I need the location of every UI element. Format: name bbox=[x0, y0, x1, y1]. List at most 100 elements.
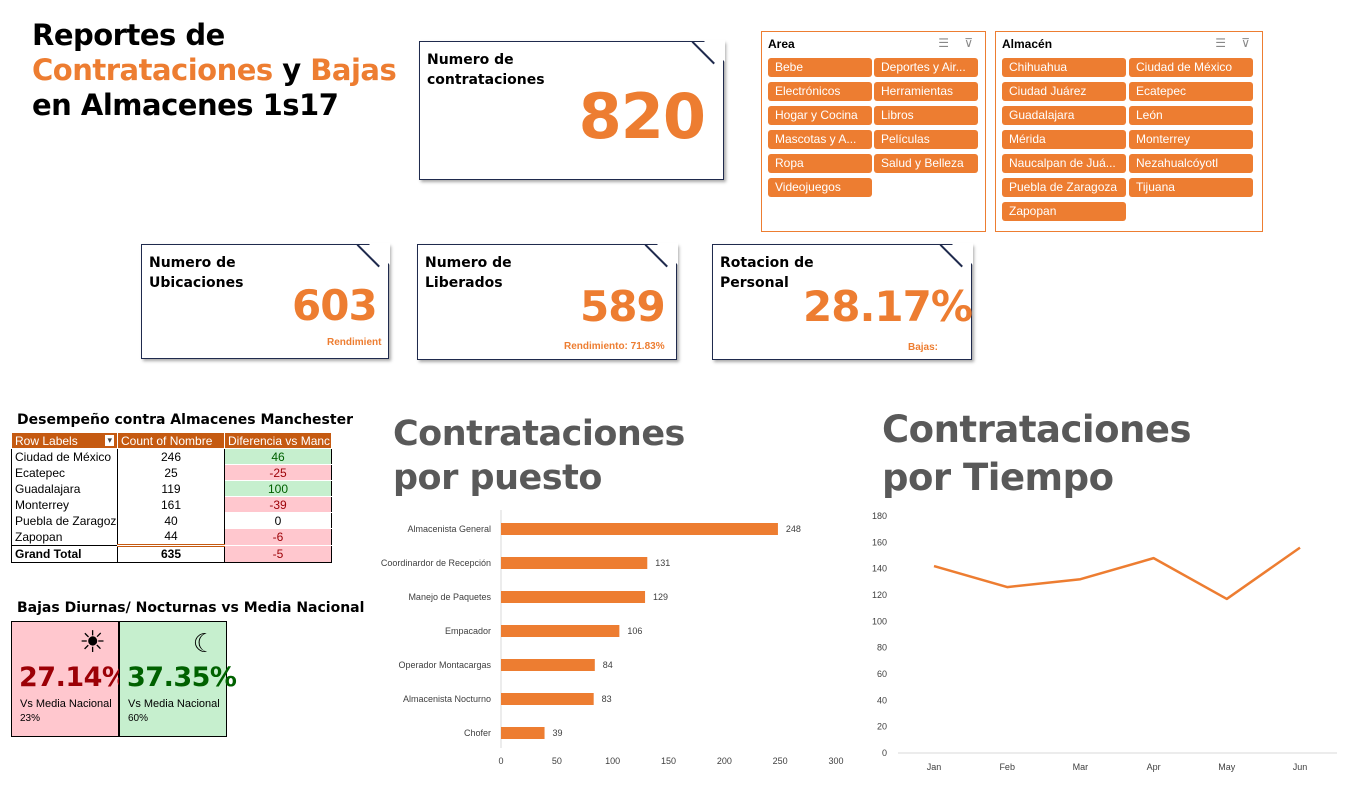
slicer-button[interactable]: Libros bbox=[874, 106, 978, 125]
x-tick-label: 0 bbox=[498, 756, 503, 766]
sun-icon: ☀ bbox=[79, 626, 106, 659]
x-tick-label: 200 bbox=[717, 756, 732, 766]
row-diff: -25 bbox=[224, 464, 332, 481]
slicer-button[interactable]: Bebe bbox=[768, 58, 872, 77]
slicer-button[interactable]: Herramientas bbox=[874, 82, 978, 101]
row-diff: -6 bbox=[224, 528, 332, 546]
total-diff: -5 bbox=[224, 544, 332, 563]
slicer-title: Almacén bbox=[1002, 37, 1053, 51]
slicer-button[interactable]: Electrónicos bbox=[768, 82, 872, 101]
bar bbox=[501, 625, 620, 637]
row-count: 119 bbox=[117, 480, 225, 497]
multi-select-icon[interactable]: ☰ bbox=[938, 36, 949, 50]
card-value: 820 bbox=[578, 80, 706, 153]
table-row: Zapopan 44 -6 bbox=[11, 528, 332, 546]
pivot-title: Desempeño contra Almacenes Manchester bbox=[17, 412, 353, 428]
card-value: 28.17% bbox=[803, 282, 973, 331]
card-value: 589 bbox=[580, 282, 666, 331]
category-label: Almacenista Nocturno bbox=[403, 694, 491, 704]
category-label: Operador Montacargas bbox=[398, 660, 491, 670]
x-tick-label: Apr bbox=[1147, 762, 1161, 772]
x-tick-label: Jun bbox=[1293, 762, 1308, 772]
slicer-button[interactable]: Zapopan bbox=[1002, 202, 1126, 221]
header-row-labels[interactable]: Row Labels ▾ bbox=[11, 432, 118, 449]
bar-chart-puesto: Almacenista General 248 Coordinardor de Re… bbox=[381, 510, 844, 766]
data-label: 129 bbox=[653, 592, 668, 602]
row-diff: 46 bbox=[224, 448, 332, 465]
data-label: 84 bbox=[603, 660, 613, 670]
slicer-button[interactable]: Puebla de Zaragoza bbox=[1002, 178, 1126, 197]
data-label: 39 bbox=[553, 728, 563, 738]
kpi-text: Vs Media Nacional bbox=[20, 698, 112, 710]
moon-icon: ☾ bbox=[192, 628, 216, 658]
card-sub: Rendimient bbox=[327, 337, 382, 348]
y-tick-label: 100 bbox=[872, 616, 887, 626]
title-line-3: en Almacenes 1s17 bbox=[32, 88, 339, 122]
slicer-button[interactable]: Nezahualcóyotl bbox=[1129, 154, 1253, 173]
row-count: 246 bbox=[117, 448, 225, 465]
slicer-button[interactable]: Videojuegos bbox=[768, 178, 872, 197]
slicer-button[interactable]: Guadalajara bbox=[1002, 106, 1126, 125]
row-diff: -39 bbox=[224, 496, 332, 513]
slicer-button[interactable]: Chihuahua bbox=[1002, 58, 1126, 77]
card-label: Numero de Ubicaciones bbox=[149, 255, 244, 291]
title-word-bajas: Bajas bbox=[310, 53, 397, 87]
row-label: Ciudad de México bbox=[11, 448, 118, 465]
x-tick-label: Jan bbox=[927, 762, 942, 772]
slicer-button[interactable]: Mascotas y A... bbox=[768, 130, 872, 149]
card-label: Numero de Liberados bbox=[425, 255, 512, 291]
category-label: Chofer bbox=[464, 728, 491, 738]
slicer-button[interactable]: Tijuana bbox=[1129, 178, 1253, 197]
title-line-1: Reportes de bbox=[32, 18, 225, 52]
bar bbox=[501, 523, 778, 535]
row-label: Ecatepec bbox=[11, 464, 118, 481]
clear-filter-icon[interactable]: ⊽ bbox=[964, 36, 973, 50]
slicer-button[interactable]: Ciudad de México bbox=[1129, 58, 1253, 77]
row-count: 25 bbox=[117, 464, 225, 481]
slicer-button[interactable]: Salud y Belleza bbox=[874, 154, 978, 173]
table-row: Ecatepec 25 -25 bbox=[11, 464, 332, 481]
y-tick-label: 140 bbox=[872, 564, 887, 574]
slicer-button[interactable]: Mérida bbox=[1002, 130, 1126, 149]
kpi-bajas-diurnas: ☀ 27.14% Vs Media Nacional 23% bbox=[11, 621, 129, 737]
slicer-button[interactable]: Películas bbox=[874, 130, 978, 149]
y-tick-label: 120 bbox=[872, 590, 887, 600]
slicer-button[interactable]: Deportes y Air... bbox=[874, 58, 978, 77]
bar bbox=[501, 659, 595, 671]
chart-title-puesto: Contrataciones por puesto bbox=[393, 414, 685, 498]
kpi-pct: 60% bbox=[128, 713, 149, 724]
slicer-title: Area bbox=[768, 37, 795, 51]
slicer-button[interactable]: Naucalpan de Juá... bbox=[1002, 154, 1126, 173]
y-tick-label: 180 bbox=[872, 511, 887, 521]
table-row: Monterrey 161 -39 bbox=[11, 496, 332, 513]
filter-dropdown-icon[interactable]: ▾ bbox=[105, 434, 114, 446]
category-label: Almacenista General bbox=[407, 524, 491, 534]
header-diff: Diferencia vs Manc bbox=[224, 432, 332, 449]
slicer-button[interactable]: Monterrey bbox=[1129, 130, 1253, 149]
bar bbox=[501, 591, 646, 603]
card-ubicaciones: Numero de Ubicaciones 603 Rendimient bbox=[141, 243, 390, 359]
data-label: 106 bbox=[627, 626, 642, 636]
y-tick-label: 60 bbox=[877, 669, 887, 679]
table-row: Puebla de Zaragoza 40 0 bbox=[11, 512, 332, 529]
category-label: Coordinardor de Recepción bbox=[381, 558, 491, 568]
slicer-button[interactable]: León bbox=[1129, 106, 1253, 125]
row-count: 40 bbox=[117, 512, 225, 529]
slicer-button[interactable]: Ciudad Juárez bbox=[1002, 82, 1126, 101]
slicer-button[interactable]: Ropa bbox=[768, 154, 872, 173]
card-liberados: Numero de Liberados 589 Rendimiento: 71.… bbox=[417, 243, 678, 360]
slicer-button[interactable]: Ecatepec bbox=[1129, 82, 1253, 101]
slicer-almacen[interactable]: Almacén ☰ ⊽ Chihuahua Ciudad de México Ciu… bbox=[995, 31, 1263, 232]
row-label: Puebla de Zaragoza bbox=[11, 512, 118, 529]
card-sub: Bajas: bbox=[908, 342, 939, 353]
x-tick-label: May bbox=[1218, 762, 1236, 772]
clear-filter-icon[interactable]: ⊽ bbox=[1241, 36, 1250, 50]
row-label: Guadalajara bbox=[11, 480, 118, 497]
x-tick-label: 250 bbox=[773, 756, 788, 766]
slicer-button[interactable]: Hogar y Cocina bbox=[768, 106, 872, 125]
slicer-area[interactable]: Area ☰ ⊽ Bebe Deportes y Air... Electrónic… bbox=[761, 31, 986, 232]
card-rotacion: Rotacion de Personal 28.17% Bajas: bbox=[712, 243, 973, 360]
x-tick-label: Mar bbox=[1073, 762, 1089, 772]
multi-select-icon[interactable]: ☰ bbox=[1215, 36, 1226, 50]
kpi-bajas-nocturnas: ☾ 37.35% Vs Media Nacional 60% bbox=[119, 621, 237, 737]
